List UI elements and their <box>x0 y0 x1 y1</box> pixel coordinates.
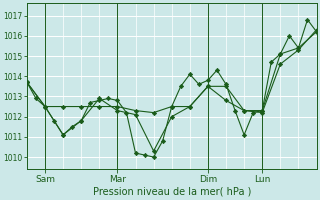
X-axis label: Pression niveau de la mer( hPa ): Pression niveau de la mer( hPa ) <box>92 187 251 197</box>
